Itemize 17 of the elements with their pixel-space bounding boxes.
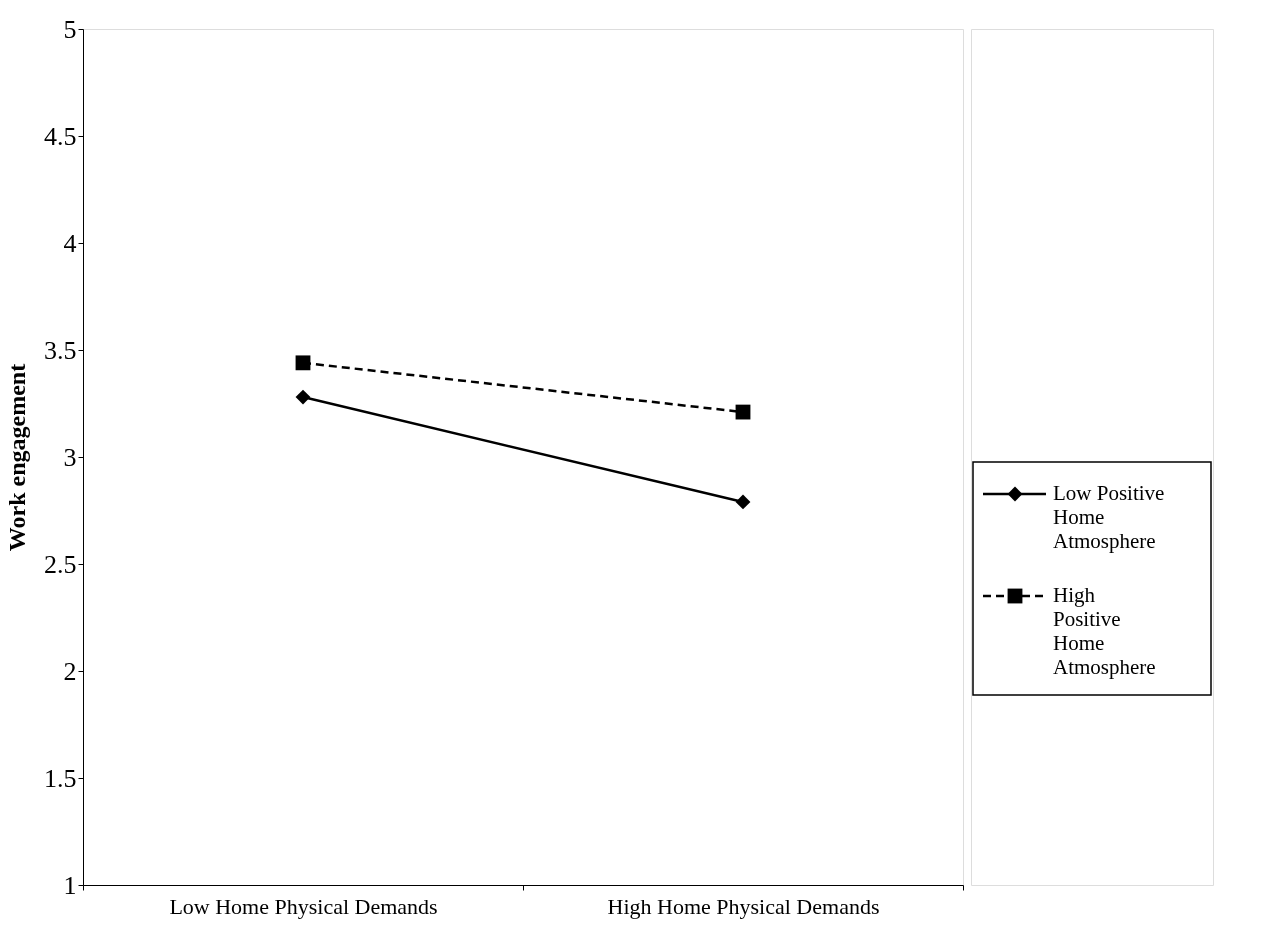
y-tick-label: 3	[63, 442, 77, 472]
y-tick-label: 2.5	[44, 549, 77, 579]
x-tick-label: Low Home Physical Demands	[169, 893, 438, 919]
y-tick-label: 1	[63, 870, 77, 900]
y-tick-label: 4.5	[44, 121, 77, 151]
legend-label: High Positive Home Atmosphere	[1053, 583, 1156, 679]
point	[735, 494, 751, 510]
point	[295, 355, 311, 371]
y-tick-label: 1.5	[44, 763, 77, 793]
legend-label: Low Positive Home Atmosphere	[1053, 481, 1165, 553]
y-tick-label: 2	[63, 656, 77, 686]
y-tick-label: 5	[63, 14, 77, 44]
x-tick-label: High Home Physical Demands	[607, 893, 880, 919]
y-tick-label: 3.5	[44, 335, 77, 365]
y-axis-title: Work engagement	[4, 363, 30, 552]
point	[295, 389, 311, 405]
y-tick-label: 4	[63, 228, 77, 258]
